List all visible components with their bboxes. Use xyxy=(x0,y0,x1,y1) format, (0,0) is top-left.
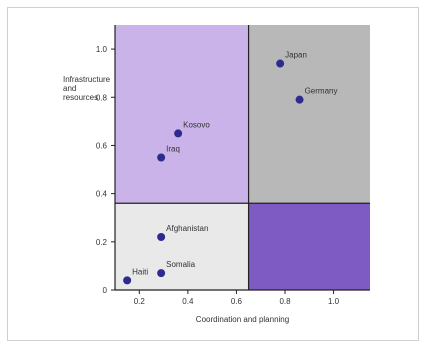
y-axis-title-line: and xyxy=(63,84,76,93)
quadrant-bottom-left xyxy=(115,203,249,290)
data-point xyxy=(157,233,166,241)
x-tick-label: 0.8 xyxy=(279,297,291,306)
data-point-label: Japan xyxy=(285,51,307,60)
data-point xyxy=(157,153,166,162)
data-point xyxy=(123,276,132,285)
quadrant-top-left xyxy=(115,25,249,204)
axes: 0.2 0.4 0.6 0.8 1.0 0 0.2 0.4 0.6 0.8 1.0 xyxy=(96,25,370,306)
axis-titles: Coordination and planning Infrastructure… xyxy=(63,75,289,324)
x-tick-label: 0.6 xyxy=(231,297,243,306)
data-point xyxy=(174,129,183,138)
x-tick-label: 0.4 xyxy=(182,297,194,306)
y-tick-label: 0 xyxy=(103,286,108,295)
x-axis-title: Coordination and planning xyxy=(196,315,289,324)
y-axis-title-line: Infrastructure xyxy=(63,75,111,84)
x-tick-label: 0.2 xyxy=(134,297,146,306)
data-point-label: Afghanistan xyxy=(166,224,208,233)
quadrant-bottom-right xyxy=(248,203,370,290)
y-axis-title-line: resources xyxy=(63,93,98,102)
y-tick-label: 0.8 xyxy=(96,93,108,102)
data-point-label: Germany xyxy=(305,87,338,96)
data-points: Japan Germany Kosovo Iraq Afghanistan Somalia… xyxy=(123,51,337,285)
x-tick-label: 1.0 xyxy=(328,297,340,306)
data-point xyxy=(276,59,285,68)
y-tick-label: 0.4 xyxy=(96,190,108,199)
y-tick-label: 0.6 xyxy=(96,141,108,150)
y-tick-label: 0.2 xyxy=(96,238,108,247)
data-point xyxy=(295,95,304,104)
quadrant-backgrounds xyxy=(115,25,370,290)
quadrant-top-right xyxy=(248,25,370,204)
data-point-label: Kosovo xyxy=(183,120,210,129)
data-point-label: Iraq xyxy=(166,145,180,154)
y-tick-label: 1.0 xyxy=(96,45,108,54)
data-point-label: Somalia xyxy=(166,260,195,269)
data-point-label: Haiti xyxy=(132,267,148,276)
data-point xyxy=(157,269,166,278)
